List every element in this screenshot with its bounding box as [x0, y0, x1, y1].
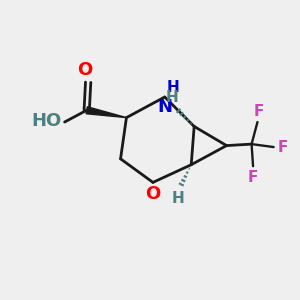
- Text: H: H: [166, 90, 179, 105]
- Text: HO: HO: [32, 112, 62, 130]
- Text: F: F: [248, 170, 258, 185]
- Text: F: F: [278, 140, 289, 154]
- Text: H: H: [166, 80, 179, 94]
- Text: O: O: [145, 185, 160, 203]
- Text: H: H: [172, 191, 184, 206]
- Text: O: O: [78, 61, 93, 79]
- Text: F: F: [254, 104, 264, 119]
- Text: N: N: [157, 98, 172, 116]
- Polygon shape: [86, 107, 126, 118]
